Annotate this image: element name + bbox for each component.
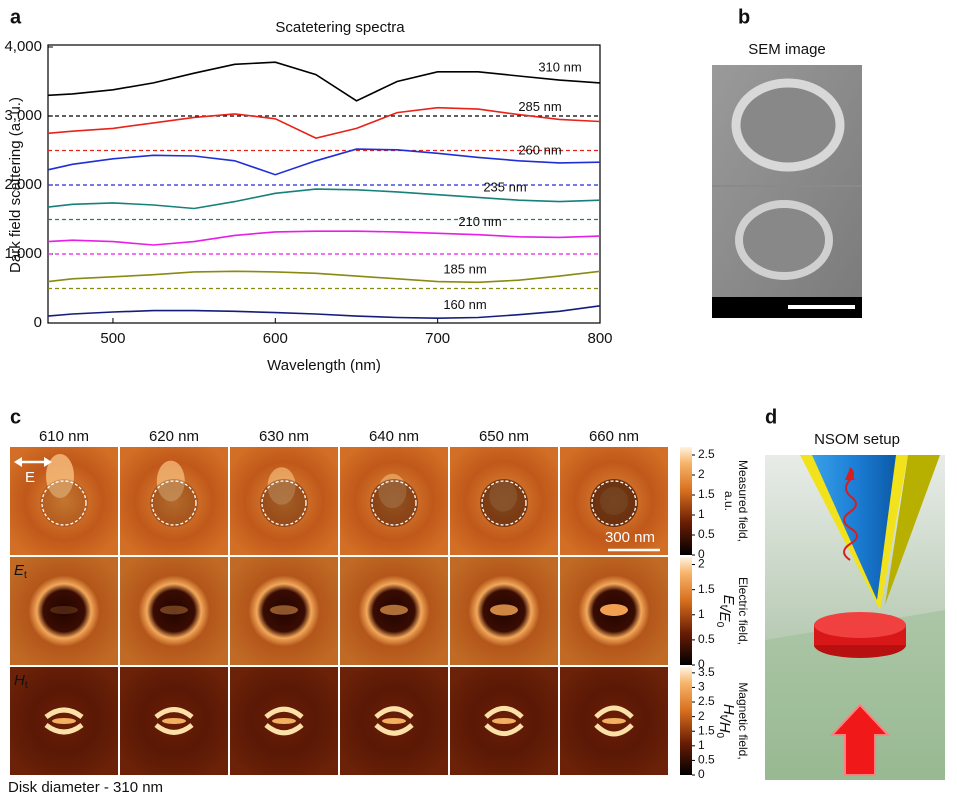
panel-label: b — [738, 6, 750, 28]
wavelength-label: 660 nm — [589, 428, 639, 445]
panel-label: c — [10, 406, 21, 428]
x-tick-label: 800 — [587, 330, 612, 347]
field-lobe — [602, 718, 626, 724]
symbol: Ht/H0 — [714, 704, 737, 739]
y-tick-label: 3,000 — [4, 107, 42, 124]
figure: a Scatetering spectra Wavelength (nm) Da… — [0, 0, 957, 798]
spectrum-line — [48, 271, 600, 282]
series-label: 285 nm — [518, 99, 561, 114]
nsom-illustration — [765, 455, 945, 780]
x-axis-label: Wavelength (nm) — [267, 357, 381, 374]
colorbar-tick-label: 0.5 — [698, 753, 715, 767]
field-dark — [590, 479, 638, 527]
colorbar-tick-label: 0.5 — [698, 527, 715, 541]
x-tick-label: 700 — [425, 330, 450, 347]
field-lobe — [50, 606, 78, 614]
field-arrow-label: E — [25, 469, 35, 486]
spectrum-line — [48, 231, 600, 245]
spectrum-line — [48, 108, 600, 138]
colorbar-tick-label: 1.5 — [698, 487, 715, 501]
panel-title: NSOM setup — [814, 431, 900, 448]
field-dark — [370, 479, 418, 527]
colorbar-tick-label: 1.5 — [698, 582, 715, 596]
colorbar-title: Measured field, — [736, 460, 750, 542]
symbol-sub: t — [25, 680, 28, 691]
wavelength-label: 630 nm — [259, 428, 309, 445]
field-lobe — [162, 718, 186, 724]
colorbar-tick-label: 2 — [698, 709, 705, 723]
field-lobe — [600, 604, 628, 616]
symbol-main: /E — [716, 607, 733, 623]
field-lobe — [380, 605, 408, 615]
symbol-main: H — [14, 672, 25, 689]
spectrum-line — [48, 306, 600, 318]
colorbar-tick-label: 1 — [698, 507, 705, 521]
wavelength-label: 610 nm — [39, 428, 89, 445]
sem-image — [712, 65, 862, 318]
x-tick-label: 500 — [100, 330, 125, 347]
colorbar — [680, 557, 692, 665]
colorbar-tick-label: 2.5 — [698, 447, 715, 461]
colorbar-tick-label: 1 — [698, 607, 705, 621]
field-lobe — [272, 718, 296, 724]
spectrum-line — [48, 62, 600, 101]
symbol-main: H — [720, 704, 737, 715]
chart-title: Scatetering spectra — [275, 19, 405, 36]
wavelength-label: 620 nm — [149, 428, 199, 445]
panel-label: a — [10, 6, 22, 28]
field-dark — [40, 479, 88, 527]
caption: Disk diameter - 310 nm — [8, 779, 163, 796]
series-label: 210 nm — [458, 214, 501, 229]
field-lobe — [270, 605, 298, 615]
y-tick-label: 1,000 — [4, 245, 42, 262]
colorbar-tick-label: 0.5 — [698, 632, 715, 646]
panel-label: d — [765, 406, 777, 428]
series-label: 160 nm — [443, 297, 486, 312]
symbol: Et/E0 — [714, 595, 737, 628]
colorbar — [680, 667, 692, 775]
colorbar-tick-label: 2 — [698, 467, 705, 481]
colorbar-tick-label: 2 — [698, 557, 705, 571]
series-label: 235 nm — [483, 180, 526, 195]
colorbar-title: Electric field, — [736, 577, 750, 645]
symbol-sub: t — [24, 570, 27, 581]
panel-title: SEM image — [748, 41, 826, 58]
y-tick-label: 2,000 — [4, 176, 42, 193]
x-tick-label: 600 — [263, 330, 288, 347]
spectrum-line — [48, 149, 600, 175]
series-label: 260 nm — [518, 142, 561, 157]
field-lobe — [492, 718, 516, 724]
y-tick-label: 0 — [34, 314, 42, 331]
symbol-main: /H — [716, 717, 733, 733]
colorbar-tick-label: 0 — [698, 767, 705, 781]
symbol-sub: 0 — [714, 622, 725, 628]
scale-bar-label: 300 nm — [605, 529, 655, 546]
field-lobe — [52, 718, 76, 724]
colorbar-tick-label: 3 — [698, 680, 705, 694]
series-label: 185 nm — [443, 262, 486, 277]
field-dark — [480, 479, 528, 527]
field-dark — [150, 479, 198, 527]
colorbar-title: Magnetic field, — [736, 682, 750, 759]
colorbar — [680, 447, 692, 555]
field-lobe — [490, 604, 518, 615]
y-tick-label: 4,000 — [4, 38, 42, 55]
colorbar-tick-label: 3.5 — [698, 665, 715, 679]
series-label: 310 nm — [538, 60, 581, 75]
field-dark — [260, 479, 308, 527]
wavelength-label: 650 nm — [479, 428, 529, 445]
wavelength-label: 640 nm — [369, 428, 419, 445]
symbol-sub: 0 — [714, 733, 725, 739]
colorbar-tick-label: 2.5 — [698, 694, 715, 708]
colorbar-tick-label: 1 — [698, 738, 705, 752]
field-lobe — [160, 606, 188, 615]
field-lobe — [382, 718, 406, 724]
colorbar-tick-label: 1.5 — [698, 723, 715, 737]
colorbar-unit: a.u. — [722, 491, 736, 511]
